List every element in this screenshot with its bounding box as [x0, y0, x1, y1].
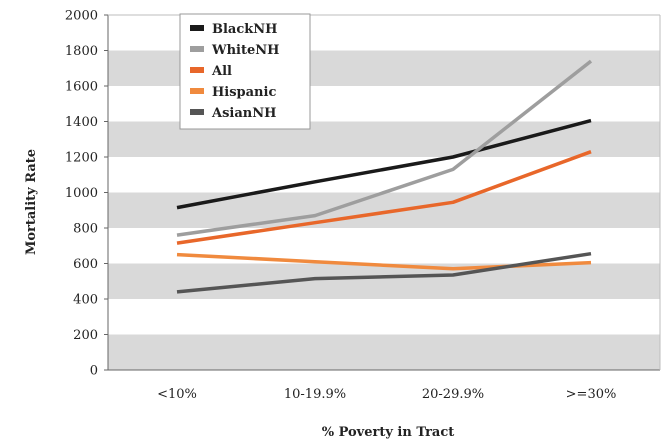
legend: BlackNH WhiteNH All Hispanic AsianNH	[179, 13, 311, 130]
series-line-asiannh	[176, 251, 592, 294]
y-tick-label: 400	[73, 293, 98, 308]
legend-label: All	[211, 64, 232, 79]
y-tick-label: 1000	[65, 186, 98, 201]
grid-band	[108, 157, 660, 193]
series-line-whitenh	[176, 59, 593, 237]
legend-label: WhiteNH	[211, 43, 279, 58]
legend-swatch	[190, 25, 204, 31]
legend-swatch	[190, 88, 204, 94]
series-lines	[176, 59, 593, 294]
y-tick-label: 800	[73, 222, 98, 237]
legend-swatch	[190, 67, 204, 73]
series-line-blacknh	[176, 118, 592, 210]
y-tick-label: 1800	[65, 44, 98, 59]
y-tick-label: 1200	[65, 151, 98, 166]
grid-band	[108, 299, 660, 335]
x-tick-label: >=30%	[566, 387, 617, 402]
y-tick-labels: 0 200 400 600 800 1000 1200 1400 1600 1800 2000	[65, 9, 108, 379]
x-tick-label: 10-19.9%	[284, 387, 346, 402]
x-axis-title: % Poverty in Tract	[322, 425, 455, 440]
y-tick-label: 2000	[65, 9, 98, 24]
y-axis-title: Mortality Rate	[24, 149, 39, 255]
x-tick-label: <10%	[157, 387, 197, 402]
legend-swatch	[190, 46, 204, 52]
legend-swatch	[190, 109, 204, 115]
legend-label: AsianNH	[211, 106, 276, 121]
x-tick-label: 20-29.9%	[422, 387, 484, 402]
y-tick-label: 200	[73, 328, 98, 343]
grid-band	[108, 192, 660, 228]
y-tick-label: 600	[73, 257, 98, 272]
legend-label: BlackNH	[212, 22, 277, 37]
y-tick-label: 0	[90, 364, 98, 379]
grid-band	[108, 263, 660, 299]
y-tick-label: 1400	[65, 115, 98, 130]
legend-label: Hispanic	[212, 85, 276, 100]
y-tick-label: 1600	[65, 80, 98, 95]
series-line-all	[176, 150, 592, 245]
x-tick-labels: <10% 10-19.9% 20-29.9% >=30%	[157, 387, 616, 402]
grid-band	[108, 334, 660, 370]
